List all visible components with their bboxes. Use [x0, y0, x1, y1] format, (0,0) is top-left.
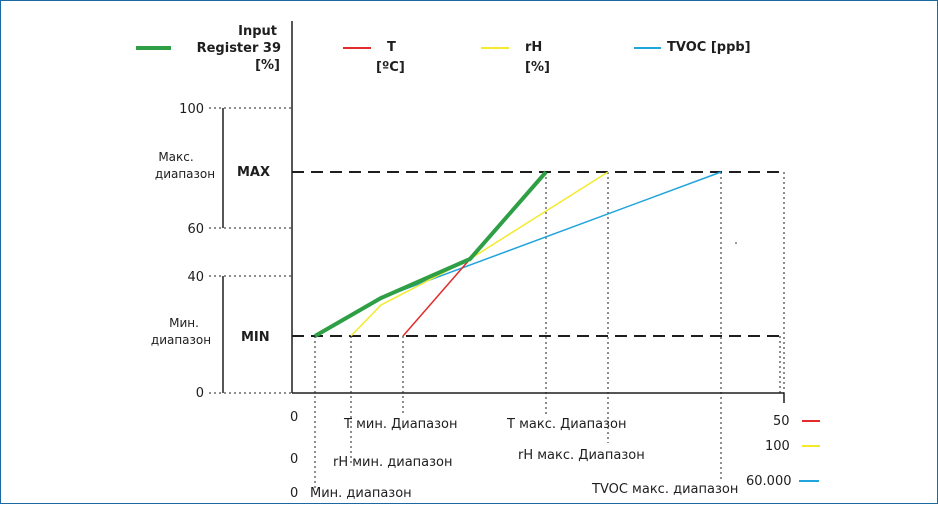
min-range-label-line1: Мин. [169, 316, 199, 330]
legend-temperature-line1: T [387, 40, 396, 55]
y-tick-60: 60 [187, 222, 204, 237]
x-zero-1: 0 [290, 410, 298, 425]
series-humidity [350, 171, 609, 337]
y-tick-100: 100 [179, 102, 204, 117]
label-t-min: T мин. Диапазон [343, 417, 458, 432]
label-t-max: T макс. Диапазон [506, 417, 627, 432]
x-zero-2: 0 [290, 452, 298, 467]
max-label: MAX [237, 165, 270, 180]
legend-temperature-line2: [ºC] [376, 60, 405, 75]
max-range-label-line1: Макс. [158, 150, 193, 164]
scale-tvoc-value: 60.000 [746, 474, 792, 489]
legend-input-line3: [%] [255, 58, 280, 73]
label-tvoc-max: TVOC макс. диапазон [591, 482, 738, 497]
series-temperature [402, 258, 471, 337]
series-input-register [314, 170, 548, 338]
min-label: MIN [241, 330, 270, 345]
legend-tvoc: TVOC [ppb] [667, 40, 751, 55]
series-tvoc [314, 171, 722, 337]
label-min-range: Мин. диапазон [310, 486, 412, 501]
label-rh-max: rH макс. Диапазон [518, 448, 645, 463]
x-zero-3: 0 [290, 486, 298, 501]
legend-humidity-line1: rH [525, 40, 542, 55]
scale-rh-value: 100 [765, 439, 790, 454]
legend-humidity-line2: [%] [525, 60, 550, 75]
legend-input-line1: Input [238, 24, 277, 39]
y-tick-40: 40 [187, 270, 204, 285]
y-tick-0: 0 [196, 386, 204, 401]
legend-input-line2: Register 39 [197, 41, 281, 56]
stray-dot [735, 242, 737, 244]
min-range-label-line2: диапазон [151, 333, 211, 347]
label-rh-min: rH мин. диапазон [333, 455, 453, 470]
max-range-label-line2: диапазон [155, 167, 215, 181]
scale-t-value: 50 [773, 414, 790, 429]
